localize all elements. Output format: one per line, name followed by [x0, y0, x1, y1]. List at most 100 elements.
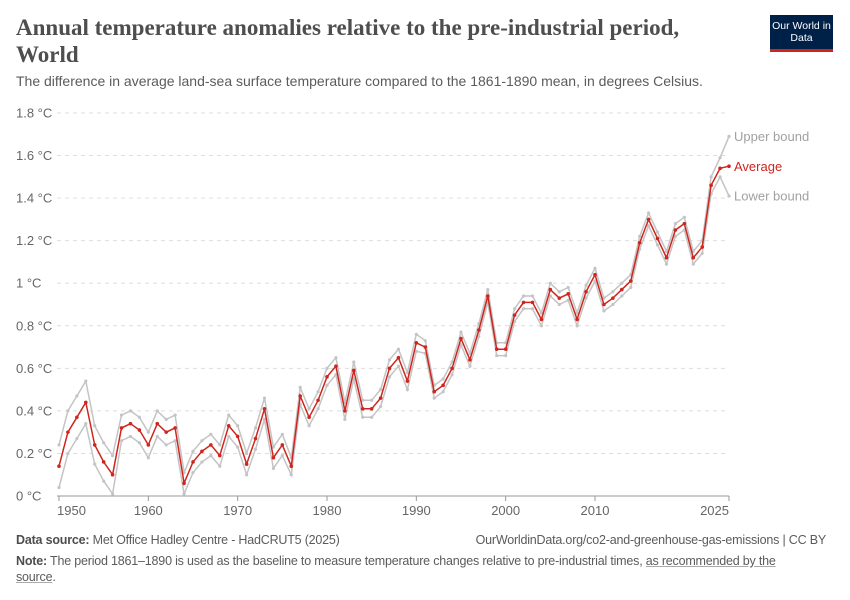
data-point [414, 332, 418, 336]
data-point [521, 300, 526, 305]
data-point [93, 424, 97, 428]
data-point [486, 294, 490, 298]
legend-label-average: Average [734, 159, 782, 174]
y-tick-label: 0.8 °C [16, 318, 52, 333]
line-chart: 0 °C 0.2 °C 0.4 °C 0.6 °C 0.8 °C 1 °C 1.2 °C 1.… [16, 106, 809, 519]
chart-url[interactable]: OurWorldinData.org/co2-and-greenhouse-ga… [475, 533, 827, 547]
data-point [316, 390, 320, 394]
data-point [378, 396, 383, 400]
data-point [253, 436, 258, 441]
data-point [396, 347, 401, 351]
data-point [155, 434, 159, 439]
data-point [84, 400, 88, 405]
data-point [602, 309, 606, 313]
data-point [200, 449, 204, 454]
data-point [253, 447, 258, 451]
note: Note: The period 1861–1890 is used as th… [16, 553, 816, 585]
data-point [146, 430, 150, 434]
data-point [459, 343, 463, 347]
data-point [289, 464, 294, 469]
data-point [405, 388, 409, 392]
x-tick-label: 1990 [402, 503, 431, 518]
note-label: Note: [16, 554, 47, 568]
data-point [441, 383, 445, 388]
data-point [673, 234, 678, 239]
data-point [307, 415, 311, 420]
data-point [209, 443, 213, 447]
data-point [477, 328, 481, 332]
data-point [593, 266, 597, 270]
data-point [503, 347, 508, 351]
chart-subtitle: The difference in average land-sea surfa… [16, 73, 703, 89]
data-point [92, 443, 97, 447]
data-point [584, 289, 588, 294]
data-point [325, 383, 329, 387]
data-point [396, 364, 401, 368]
data-point [245, 473, 249, 477]
data-point [548, 294, 552, 298]
data-point [557, 290, 561, 294]
data-point [164, 430, 168, 434]
data-point [352, 368, 356, 373]
data-point [727, 134, 731, 139]
data-point [110, 472, 115, 477]
y-tick-label: 0 °C [16, 489, 41, 504]
data-point [629, 285, 633, 290]
data-point [209, 432, 213, 436]
data-point [298, 385, 302, 390]
data-point [539, 324, 544, 328]
data-point [280, 432, 284, 436]
data-point [530, 294, 535, 298]
data-point [468, 358, 472, 362]
y-tick-label: 1.6 °C [16, 148, 52, 163]
data-point [459, 336, 463, 341]
data-point [218, 453, 222, 458]
data-point [307, 407, 311, 411]
data-point [119, 426, 124, 430]
data-point [361, 415, 365, 419]
data-point [646, 217, 651, 222]
data-point [111, 453, 115, 458]
data-point [111, 492, 115, 496]
data-point [494, 347, 499, 351]
data-point [566, 292, 570, 296]
owid-logo[interactable]: Our World in Data [770, 15, 833, 52]
data-point [673, 222, 678, 226]
data-point [218, 464, 222, 468]
y-tick-label: 1 °C [16, 276, 41, 291]
data-point [539, 317, 544, 322]
data-point [66, 430, 70, 434]
data-point [477, 334, 481, 339]
data-point [548, 287, 553, 292]
legend-label-lower-bound: Lower bound [734, 188, 809, 203]
data-point [370, 398, 374, 402]
data-point [182, 481, 186, 486]
data-point [727, 164, 731, 168]
source-text: Met Office Hadley Centre - HadCRUT5 (202… [92, 533, 340, 547]
data-point [620, 281, 624, 285]
data-point [718, 166, 722, 171]
data-point [352, 377, 356, 381]
data-point [379, 405, 383, 409]
data-point [682, 215, 686, 219]
data-point [468, 351, 472, 356]
data-point [102, 441, 106, 445]
series-line-lower-bound [58, 175, 730, 497]
data-point [423, 345, 428, 349]
series-line-average [58, 165, 730, 486]
data-point [280, 443, 285, 447]
data-point [155, 409, 159, 413]
data-point [513, 307, 517, 311]
data-point [584, 296, 588, 300]
data-point [298, 394, 303, 398]
data-point [521, 307, 526, 311]
note-end: . [52, 570, 56, 584]
data-point [575, 311, 579, 315]
data-point [227, 434, 231, 439]
data-point [137, 428, 142, 432]
data-point [521, 294, 526, 298]
source-link[interactable]: as recommended by the source [16, 554, 776, 584]
data-point [75, 436, 79, 441]
data-point [575, 324, 579, 328]
data-point [530, 307, 535, 311]
